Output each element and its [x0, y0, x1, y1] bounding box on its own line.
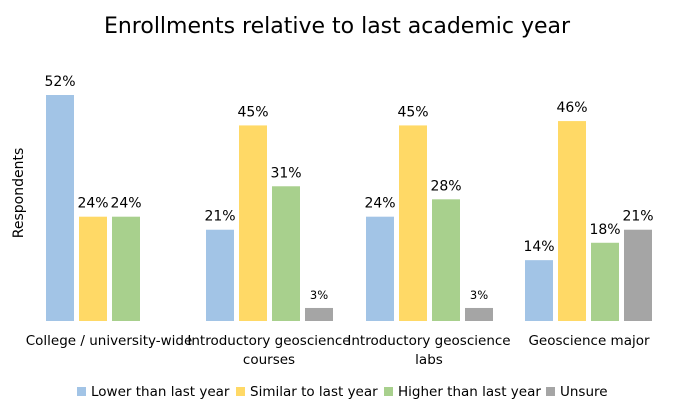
data-label-0-0: 52%: [44, 74, 75, 90]
legend-label-3: Unsure: [560, 384, 608, 400]
bar-1-1: [239, 125, 267, 321]
bar-0-0: [46, 95, 74, 321]
bar-1-0: [206, 229, 234, 321]
bar-0-2: [112, 216, 140, 321]
data-label-2-2: 28%: [430, 178, 461, 194]
bar-1-2: [272, 186, 300, 321]
legend-swatch-1: [236, 387, 245, 396]
data-label-3-1: 46%: [556, 100, 587, 116]
bar-3-2: [591, 242, 619, 321]
legend-swatch-3: [546, 387, 555, 396]
category-label-3-0: Geoscience major: [528, 333, 650, 349]
legend: Lower than last year Similar to last year…: [77, 384, 608, 400]
bar-2-3: [465, 307, 493, 321]
data-label-3-0: 14%: [523, 239, 554, 255]
chart-title: Enrollments relative to last academic ye…: [104, 14, 571, 39]
y-axis-label: Respondents: [11, 148, 27, 239]
data-label-3-2: 18%: [589, 222, 620, 238]
category-label-0-0: College / university-wide: [26, 333, 193, 349]
bar-2-1: [399, 125, 427, 321]
data-labels-group: 52%24% 24%21%45%31%3%24%45%28%3%14%46%18%…: [44, 74, 653, 302]
data-label-2-3: 3%: [470, 288, 488, 302]
legend-label-1: Similar to last year: [250, 384, 378, 400]
bar-2-2: [432, 199, 460, 321]
bar-3-0: [525, 260, 553, 321]
data-label-3-3: 21%: [622, 209, 653, 225]
bar-2-0: [366, 216, 394, 321]
data-label-2-0: 24%: [364, 196, 395, 212]
category-label-1-1: courses: [243, 352, 295, 368]
category-label-2-0: Introductory geoscience: [347, 333, 510, 349]
bar-0-1: [79, 216, 107, 321]
bar-1-3: [305, 307, 333, 321]
data-label-0-2: 24%: [110, 196, 141, 212]
category-label-2-1: labs: [415, 352, 443, 368]
legend-swatch-2: [384, 387, 393, 396]
data-label-1-2: 31%: [270, 165, 301, 181]
legend-label-2: Higher than last year: [398, 384, 541, 400]
category-label-1-0: Introductory geoscience: [187, 333, 350, 349]
data-label-1-3: 3%: [310, 288, 328, 302]
data-label-1-1: 45%: [237, 104, 268, 120]
data-label-2-1: 45%: [397, 104, 428, 120]
data-label-1-0: 21%: [204, 209, 235, 225]
legend-label-0: Lower than last year: [91, 384, 230, 400]
bar-3-1: [558, 121, 586, 321]
bar-3-3: [624, 229, 652, 321]
data-label-0-1: 24%: [77, 196, 108, 212]
bars-group: [46, 95, 652, 321]
legend-swatch-0: [77, 387, 86, 396]
